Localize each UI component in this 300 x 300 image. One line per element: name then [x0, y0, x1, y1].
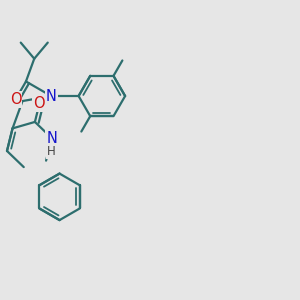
Text: H: H: [47, 146, 56, 158]
Text: O: O: [34, 96, 45, 111]
Text: O: O: [10, 92, 21, 107]
Text: N: N: [46, 88, 57, 104]
Text: N: N: [46, 130, 57, 146]
